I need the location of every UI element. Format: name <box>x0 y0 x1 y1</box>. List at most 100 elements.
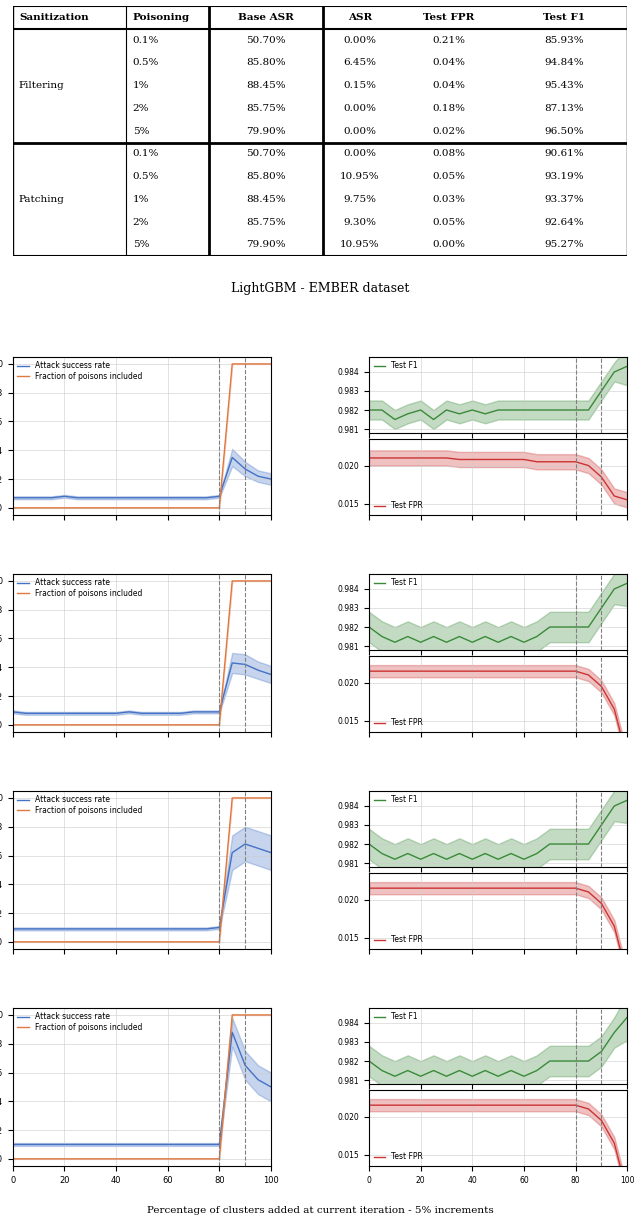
Test FPR <box>365 1098 373 1112</box>
Fraction of poisons included <box>125 501 133 515</box>
Test FPR <box>494 880 502 895</box>
Fraction of poisons included <box>189 718 197 733</box>
Fraction of poisons included <box>228 357 236 371</box>
Text: 95.43%: 95.43% <box>545 82 584 90</box>
Fraction of poisons included <box>151 718 159 733</box>
Test F1 <box>378 403 386 418</box>
Test FPR <box>468 452 476 466</box>
Test FPR <box>559 880 566 895</box>
Text: ASR: ASR <box>348 13 372 22</box>
Test FPR <box>481 664 489 679</box>
Attack success rate <box>164 706 172 720</box>
Line: Fraction of poisons included: Fraction of poisons included <box>13 1015 271 1159</box>
Test F1 <box>584 836 592 851</box>
Text: Base ASR: Base ASR <box>238 13 294 22</box>
Text: 10.95%: 10.95% <box>340 172 380 181</box>
Test F1 <box>391 635 399 650</box>
Text: 85.75%: 85.75% <box>246 104 286 114</box>
Fraction of poisons included <box>138 501 146 515</box>
Test F1 <box>520 403 528 418</box>
Text: 90.61%: 90.61% <box>545 149 584 159</box>
Test F1 <box>468 852 476 867</box>
Text: 0.5%: 0.5% <box>132 59 159 67</box>
Text: 0.00%: 0.00% <box>344 35 376 45</box>
Attack success rate <box>74 1137 81 1151</box>
Test F1 <box>404 1063 412 1078</box>
Test F1 <box>611 365 618 380</box>
Attack success rate <box>189 705 197 719</box>
Test FPR <box>507 664 515 679</box>
Attack success rate <box>125 1137 133 1151</box>
Text: 88.45%: 88.45% <box>246 195 286 204</box>
Text: 92.64%: 92.64% <box>545 217 584 227</box>
Fraction of poisons included <box>125 1151 133 1166</box>
Test F1 <box>611 799 618 813</box>
Test FPR <box>559 664 566 679</box>
Test F1 <box>598 1044 605 1059</box>
Attack success rate <box>164 491 172 505</box>
Text: Poisoning: Poisoning <box>132 13 189 22</box>
Test F1 <box>507 1063 515 1078</box>
Test F1 <box>494 403 502 418</box>
Text: 0.18%: 0.18% <box>433 104 465 114</box>
Test F1 <box>468 635 476 650</box>
Test FPR <box>546 454 554 469</box>
Attack success rate <box>112 706 120 720</box>
Line: Fraction of poisons included: Fraction of poisons included <box>13 799 271 941</box>
Fraction of poisons included <box>99 718 107 733</box>
Test FPR <box>520 1098 528 1112</box>
Test F1 <box>391 413 399 427</box>
Test FPR <box>533 664 541 679</box>
Fraction of poisons included <box>125 934 133 949</box>
Test F1 <box>520 635 528 650</box>
Test F1 <box>365 403 373 418</box>
Text: 0.21%: 0.21% <box>433 35 465 45</box>
Test F1 <box>481 1063 489 1078</box>
Attack success rate <box>61 488 68 503</box>
Attack success rate <box>138 1137 146 1151</box>
Test F1 <box>559 1054 566 1068</box>
Test FPR <box>429 451 437 465</box>
Attack success rate <box>35 491 42 505</box>
Test F1 <box>468 403 476 418</box>
Test F1 <box>507 403 515 418</box>
Fraction of poisons included <box>254 357 262 371</box>
Test FPR <box>391 1098 399 1112</box>
Attack success rate <box>203 705 211 719</box>
Test FPR <box>443 451 451 465</box>
Text: 96.50%: 96.50% <box>545 127 584 136</box>
Fraction of poisons included <box>216 934 223 949</box>
Test F1 <box>520 852 528 867</box>
Text: 0.1%: 0.1% <box>132 35 159 45</box>
Fraction of poisons included <box>112 501 120 515</box>
Attack success rate <box>112 1137 120 1151</box>
Fraction of poisons included <box>267 574 275 589</box>
Test F1 <box>520 1068 528 1083</box>
Attack success rate <box>74 922 81 937</box>
Test FPR <box>404 451 412 465</box>
Test FPR <box>611 1136 618 1150</box>
Attack success rate <box>177 1137 184 1151</box>
Test FPR <box>417 664 424 679</box>
Fraction of poisons included <box>138 934 146 949</box>
Attack success rate <box>177 491 184 505</box>
Test FPR <box>456 1098 463 1112</box>
Test F1 <box>378 846 386 861</box>
Attack success rate <box>22 491 29 505</box>
Text: Sanitization: Sanitization <box>19 13 88 22</box>
Test FPR <box>572 664 579 679</box>
Attack success rate <box>48 922 56 937</box>
Text: 79.90%: 79.90% <box>246 127 286 136</box>
Fraction of poisons included <box>267 1007 275 1022</box>
Text: 50.70%: 50.70% <box>246 35 286 45</box>
Attack success rate <box>151 706 159 720</box>
Test F1 <box>443 635 451 650</box>
Fraction of poisons included <box>9 934 17 949</box>
Attack success rate <box>61 1137 68 1151</box>
Fraction of poisons included <box>112 718 120 733</box>
Test FPR <box>598 896 605 911</box>
Test F1 <box>391 852 399 867</box>
Attack success rate <box>177 706 184 720</box>
Test F1 <box>456 629 463 643</box>
Fraction of poisons included <box>22 934 29 949</box>
